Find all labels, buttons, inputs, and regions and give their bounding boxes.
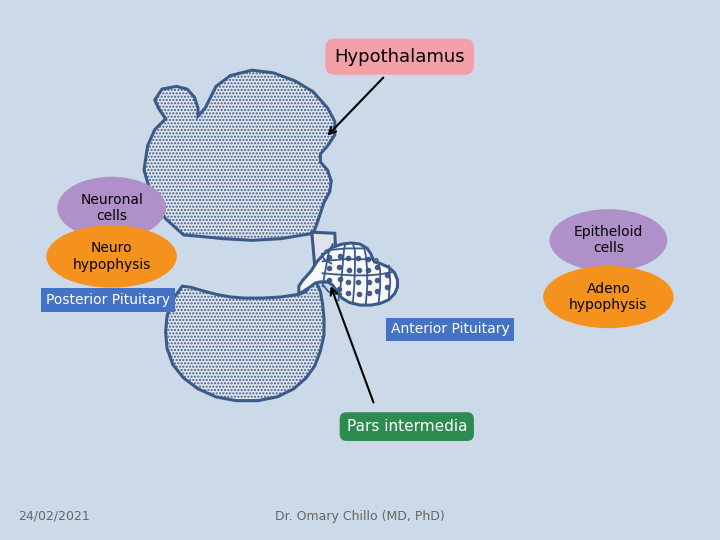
Text: Hypothalamus: Hypothalamus: [334, 48, 465, 66]
Polygon shape: [144, 70, 335, 240]
Text: Posterior Pituitary: Posterior Pituitary: [46, 293, 170, 307]
Text: Epitheloid
cells: Epitheloid cells: [574, 225, 643, 255]
Text: Dr. Omary Chillo (MD, PhD): Dr. Omary Chillo (MD, PhD): [275, 510, 445, 523]
Point: [343, 278, 354, 286]
Point: [381, 283, 392, 292]
Polygon shape: [166, 282, 324, 401]
Point: [352, 278, 364, 287]
Text: Pars intermedia: Pars intermedia: [346, 419, 467, 434]
Point: [334, 252, 346, 260]
Point: [353, 266, 364, 274]
Point: [343, 254, 354, 262]
Point: [333, 285, 345, 294]
Point: [323, 253, 335, 261]
Polygon shape: [312, 232, 336, 282]
Point: [363, 288, 374, 297]
Polygon shape: [299, 243, 397, 305]
Point: [323, 276, 335, 285]
Point: [353, 290, 364, 299]
Point: [363, 278, 374, 286]
Text: Adeno
hypophysis: Adeno hypophysis: [570, 282, 647, 312]
Point: [381, 271, 392, 280]
Text: Neuronal
cells: Neuronal cells: [80, 193, 143, 223]
Text: Anterior Pituitary: Anterior Pituitary: [391, 322, 509, 336]
Point: [333, 263, 345, 272]
Point: [334, 274, 346, 283]
Point: [372, 263, 383, 272]
Point: [372, 275, 383, 284]
Point: [352, 254, 364, 262]
Point: [372, 286, 383, 295]
Text: Neuro
hypophysis: Neuro hypophysis: [73, 241, 150, 272]
Point: [323, 264, 335, 273]
Point: [343, 289, 354, 298]
Point: [343, 266, 355, 274]
Point: [362, 255, 374, 264]
Point: [362, 266, 374, 274]
Text: 24/02/2021: 24/02/2021: [18, 510, 90, 523]
